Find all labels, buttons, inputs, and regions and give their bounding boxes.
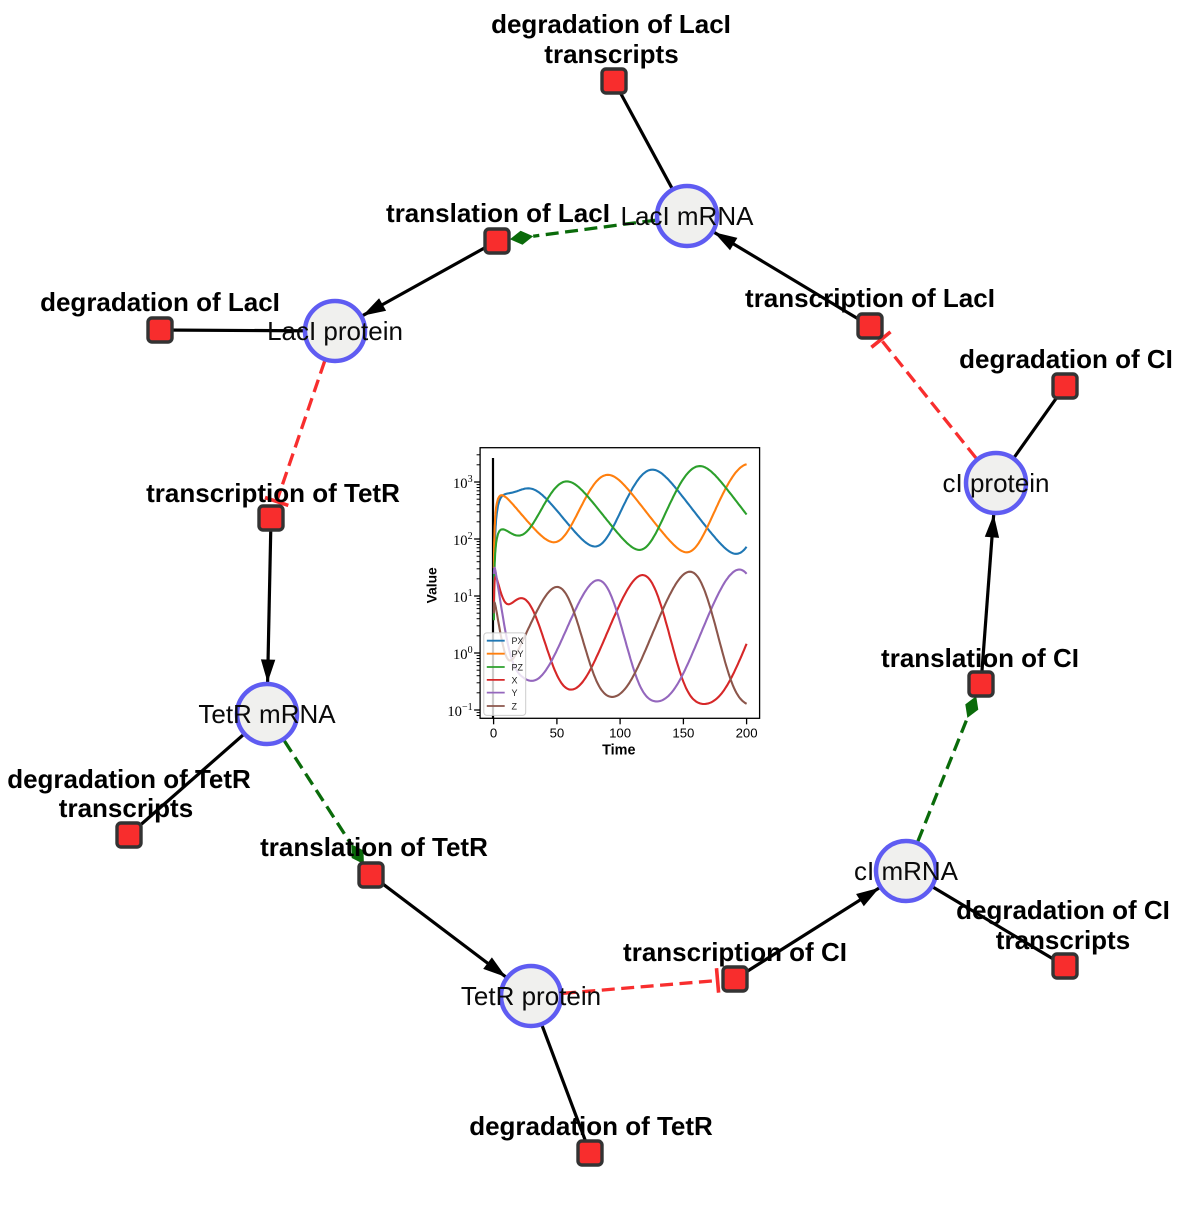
svg-text:100: 100 — [609, 725, 631, 740]
svg-text:transcripts: transcripts — [996, 925, 1130, 955]
svg-text:Value: Value — [425, 567, 440, 603]
svg-text:TetR protein: TetR protein — [461, 981, 601, 1011]
svg-text:Y: Y — [512, 688, 518, 698]
svg-text:transcription of LacI: transcription of LacI — [745, 283, 995, 313]
svg-text:PX: PX — [512, 636, 524, 646]
svg-text:degradation of TetR: degradation of TetR — [7, 764, 251, 794]
svg-text:150: 150 — [672, 725, 694, 740]
svg-text:X: X — [512, 675, 518, 685]
svg-text:transcription of CI: transcription of CI — [623, 937, 847, 967]
svg-text:cI protein: cI protein — [943, 468, 1050, 498]
svg-text:0: 0 — [490, 725, 497, 740]
svg-text:transcription of TetR: transcription of TetR — [146, 478, 400, 508]
svg-text:translation of LacI: translation of LacI — [386, 198, 610, 228]
svg-text:cI mRNA: cI mRNA — [854, 856, 959, 886]
svg-text:LacI mRNA: LacI mRNA — [621, 201, 755, 231]
svg-text:degradation of CI: degradation of CI — [959, 344, 1173, 374]
svg-text:PZ: PZ — [512, 662, 524, 672]
svg-text:transcripts: transcripts — [59, 793, 193, 823]
svg-text:Z: Z — [512, 701, 518, 711]
svg-text:degradation of CI: degradation of CI — [956, 895, 1170, 925]
svg-text:LacI protein: LacI protein — [267, 316, 403, 346]
svg-text:Time: Time — [602, 742, 635, 758]
svg-text:translation of TetR: translation of TetR — [260, 832, 488, 862]
svg-text:50: 50 — [550, 725, 565, 740]
svg-text:200: 200 — [736, 725, 758, 740]
svg-text:degradation of LacI: degradation of LacI — [40, 287, 280, 317]
svg-text:degradation of LacI: degradation of LacI — [491, 9, 731, 39]
svg-text:PY: PY — [512, 649, 524, 659]
svg-text:TetR mRNA: TetR mRNA — [198, 699, 336, 729]
svg-text:translation of CI: translation of CI — [881, 643, 1079, 673]
svg-text:transcripts: transcripts — [544, 39, 678, 69]
svg-text:degradation of TetR: degradation of TetR — [469, 1111, 713, 1141]
